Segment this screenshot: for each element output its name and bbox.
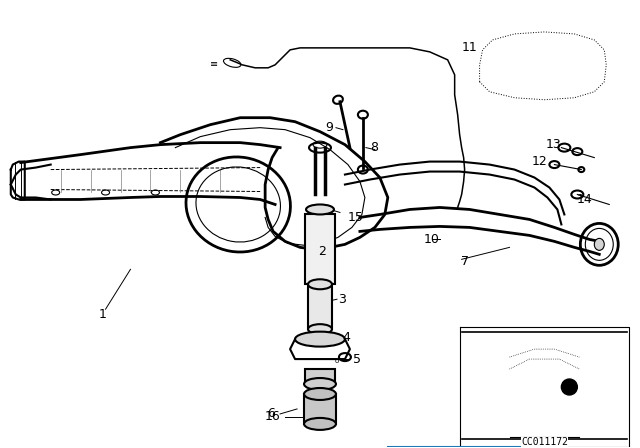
- Text: 3: 3: [338, 293, 346, 306]
- Text: 7: 7: [461, 255, 468, 268]
- Ellipse shape: [308, 279, 332, 289]
- Text: CC011172: CC011172: [521, 437, 568, 447]
- Ellipse shape: [295, 332, 345, 347]
- Text: 15: 15: [348, 211, 364, 224]
- Ellipse shape: [304, 418, 336, 430]
- Text: 1: 1: [99, 308, 106, 321]
- Text: 2: 2: [318, 245, 326, 258]
- Text: 10: 10: [424, 233, 440, 246]
- Text: 8: 8: [370, 141, 378, 154]
- Ellipse shape: [304, 388, 336, 400]
- Bar: [305, 215, 335, 284]
- Text: 9: 9: [325, 121, 333, 134]
- Ellipse shape: [306, 204, 334, 215]
- Ellipse shape: [595, 238, 604, 250]
- Text: 13: 13: [546, 138, 561, 151]
- Ellipse shape: [304, 378, 336, 390]
- Bar: [308, 284, 332, 329]
- Ellipse shape: [308, 324, 332, 334]
- Text: 6: 6: [268, 407, 275, 420]
- Circle shape: [561, 379, 577, 395]
- Text: 16: 16: [264, 410, 280, 423]
- Text: 12: 12: [532, 155, 547, 168]
- Text: 5: 5: [353, 353, 361, 366]
- Text: 4: 4: [342, 331, 350, 344]
- Bar: [305, 369, 335, 384]
- Text: 14: 14: [577, 193, 592, 206]
- Bar: [304, 394, 336, 424]
- Text: 11: 11: [461, 41, 477, 54]
- Text: ≡: ≡: [211, 59, 218, 69]
- Text: o: o: [335, 358, 339, 364]
